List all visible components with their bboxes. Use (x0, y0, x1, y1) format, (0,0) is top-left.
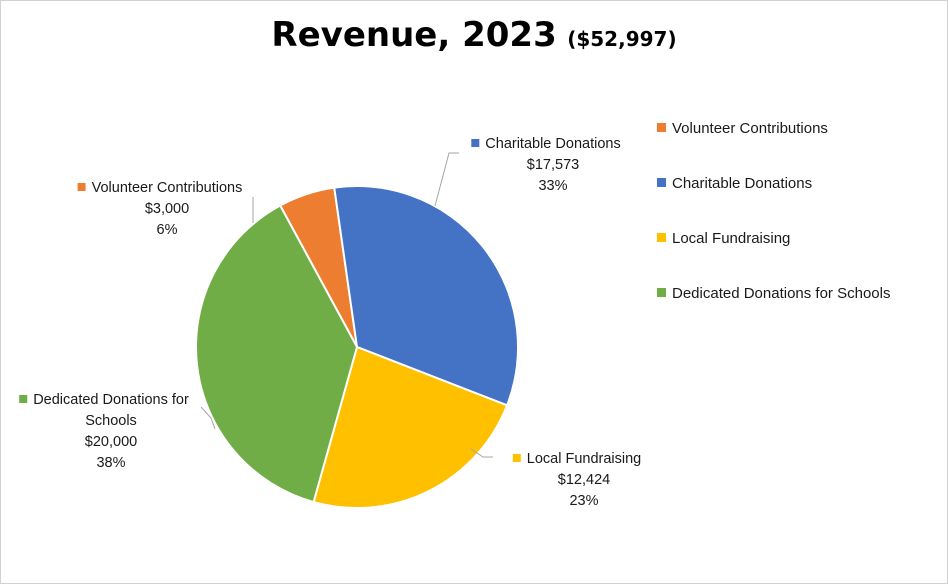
pie-slice-local-fundraising (312, 345, 509, 509)
legend-swatch (657, 288, 666, 297)
data-label-percent: 23% (569, 493, 598, 509)
data-label-charitable-donations: Charitable Donations $17,573 33% (471, 136, 621, 194)
data-label-percent: 33% (538, 178, 567, 194)
data-label-name: Local Fundraising (527, 451, 641, 467)
legend-label: Local Fundraising (672, 230, 791, 247)
legend-item-volunteer-contributions: Volunteer Contributions (657, 119, 828, 139)
data-label-value: $17,573 (527, 157, 579, 173)
leader-line-charitable-donations (434, 152, 459, 207)
data-label-marker (77, 183, 86, 191)
legend-item-local-fundraising: Local Fundraising (657, 229, 790, 249)
legend-label: Charitable Donations (672, 175, 813, 192)
data-label-name: Volunteer Contributions (92, 180, 243, 196)
legend-swatch (657, 178, 666, 187)
chart-title: Revenue, 2023 ($52,997) (1, 15, 947, 55)
data-label-percent: 6% (157, 222, 178, 238)
data-label-percent: 38% (96, 455, 125, 471)
pie-slice-charitable-donations (333, 185, 519, 407)
leader-line-local-fundraising (470, 448, 493, 458)
legend-label: Volunteer Contributions (672, 120, 828, 137)
legend-item-dedicated-donations-for-schools: Dedicated Donations for Schools (657, 284, 890, 304)
data-label-local-fundraising: Local Fundraising $12,424 23% (512, 451, 641, 509)
data-label-value: $12,424 (558, 472, 610, 488)
data-label-marker (512, 454, 521, 462)
data-label-marker (471, 139, 480, 147)
legend-item-charitable-donations: Charitable Donations (657, 174, 812, 194)
legend-swatch (657, 123, 666, 132)
data-label-value: $20,000 (85, 434, 137, 450)
chart-title-text: Revenue, 2023 (271, 15, 557, 55)
data-label-value: $3,000 (145, 201, 189, 217)
data-label-name: Schools (85, 413, 137, 429)
data-label-name: Charitable Donations (485, 136, 620, 152)
legend-label: Dedicated Donations for Schools (672, 285, 891, 302)
data-label-marker (19, 395, 28, 403)
leader-line-dedicated-donations-for-schools (200, 406, 216, 430)
data-label-name: Dedicated Donations for (33, 392, 189, 408)
chart-subtitle: ($52,997) (567, 27, 677, 51)
data-label-dedicated-donations-for-schools: Dedicated Donations for Schools $20,000 38% (19, 392, 189, 471)
data-label-volunteer-contributions: Volunteer Contributions $3,000 6% (77, 180, 243, 238)
pie-slice-dedicated-donations-for-schools (195, 204, 359, 504)
legend-swatch (657, 233, 666, 242)
